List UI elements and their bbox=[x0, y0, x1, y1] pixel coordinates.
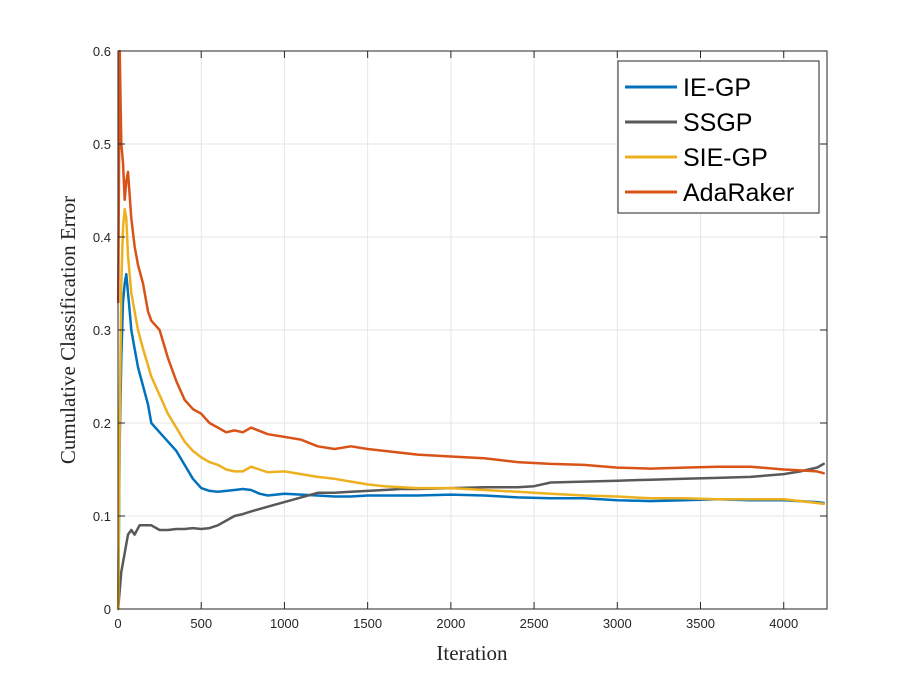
x-axis-title: Iteration bbox=[436, 641, 508, 665]
y-tick-label: 0.6 bbox=[93, 44, 111, 59]
series-line-ie-gp bbox=[116, 272, 825, 611]
tick-labels: 0 500 1000 1500 2000 2500 3000 3500 4000 0 0.1 0.2 0… bbox=[93, 44, 798, 631]
legend-label-adaraker: AdaRaker bbox=[683, 179, 794, 207]
y-tick-label: 0.4 bbox=[93, 230, 111, 245]
series-line-adaraker bbox=[116, 49, 825, 475]
legend-label-ie-gp: IE-GP bbox=[683, 74, 751, 102]
y-tick-label: 0 bbox=[104, 602, 111, 617]
series-lines bbox=[116, 49, 825, 611]
x-tick-label: 3000 bbox=[603, 616, 632, 631]
x-tick-label: 1000 bbox=[270, 616, 299, 631]
y-tick-label: 0.1 bbox=[93, 509, 111, 524]
x-tick-label: 3500 bbox=[686, 616, 715, 631]
y-axis-title: Cumulative Classification Error bbox=[56, 196, 80, 464]
x-tick-label: 2500 bbox=[520, 616, 549, 631]
y-tick-label: 0.3 bbox=[93, 323, 111, 338]
y-tick-label: 0.5 bbox=[93, 137, 111, 152]
series-line-ssgp bbox=[116, 462, 825, 611]
series-line-sie-gp bbox=[116, 207, 825, 611]
legend: IE-GP SSGP SIE-GP AdaRaker bbox=[617, 60, 820, 214]
legend-label-ssgp: SSGP bbox=[683, 109, 752, 137]
x-tick-label: 4000 bbox=[769, 616, 798, 631]
ticks bbox=[117, 50, 827, 610]
legend-box bbox=[617, 60, 820, 214]
x-tick-label: 500 bbox=[190, 616, 212, 631]
x-tick-label: 1500 bbox=[353, 616, 382, 631]
x-tick-label: 2000 bbox=[436, 616, 465, 631]
y-tick-label: 0.2 bbox=[93, 416, 111, 431]
x-tick-label: 0 bbox=[114, 616, 121, 631]
legend-label-sie-gp: SIE-GP bbox=[683, 144, 768, 172]
